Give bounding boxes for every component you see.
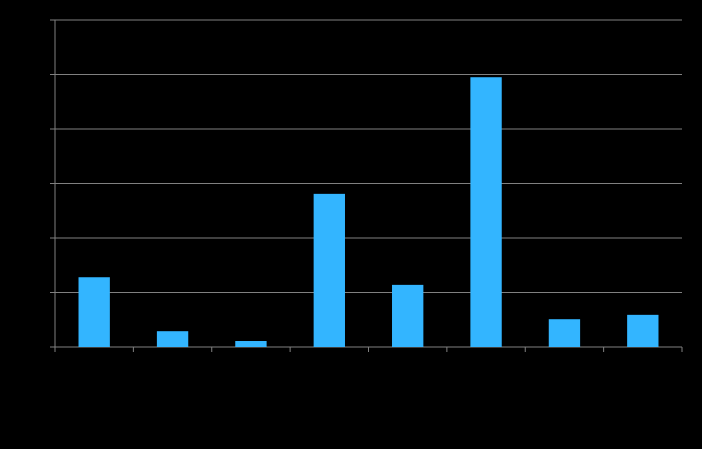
y-tick-label: 0 [38, 339, 45, 353]
y-tick-label: 3 [38, 176, 45, 190]
bar [548, 319, 581, 347]
y-tick-label: 1 [38, 285, 45, 299]
bar [470, 77, 502, 347]
bar [156, 331, 189, 347]
bar [392, 284, 424, 347]
bar [313, 193, 345, 347]
y-tick-label: 5 [38, 67, 45, 81]
bar [78, 277, 110, 347]
bar [627, 314, 659, 347]
bar [235, 341, 267, 347]
y-tick-label: 6 [38, 12, 45, 26]
y-tick-label: 2 [38, 230, 45, 244]
y-tick-label: 4 [38, 121, 45, 135]
